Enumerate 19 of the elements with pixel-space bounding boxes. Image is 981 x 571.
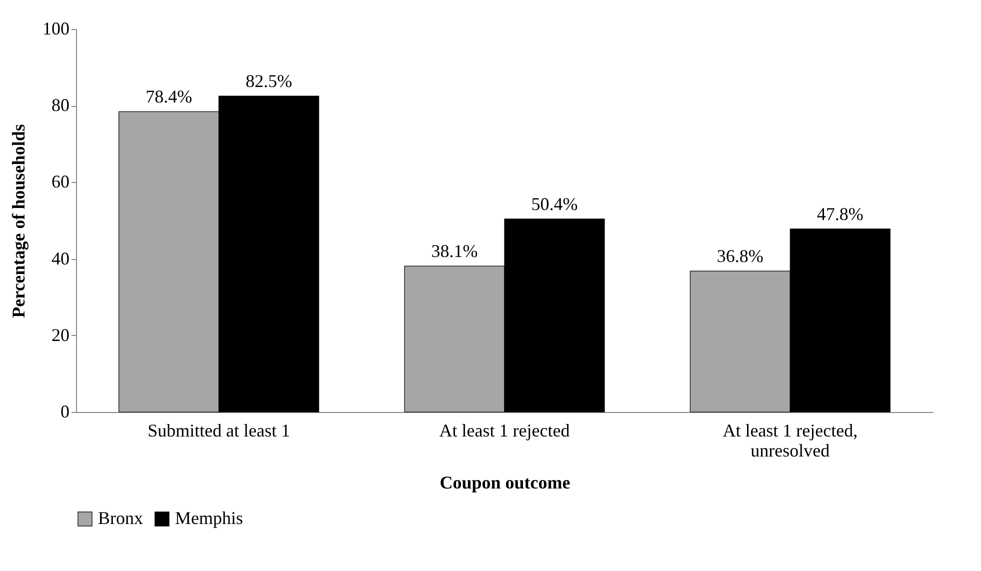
legend-label: Memphis <box>175 508 244 528</box>
y-tick-label: 100 <box>42 18 70 38</box>
data-label: 38.1% <box>431 241 478 262</box>
y-tick-label: 80 <box>52 95 70 116</box>
y-tick-label: 0 <box>60 402 70 422</box>
y-tick-label: 60 <box>52 172 70 192</box>
legend-label: Bronx <box>98 508 143 528</box>
x-tick-label: At least 1 rejected, unresolved <box>722 420 858 460</box>
x-axis-title: Coupon outcome <box>440 472 570 492</box>
data-label: 47.8% <box>816 204 864 224</box>
x-tick-label: At least 1 rejected <box>439 420 570 440</box>
data-label: 36.8% <box>716 246 764 266</box>
y-tick-label: 20 <box>52 324 70 345</box>
data-label: 82.5% <box>246 71 292 92</box>
y-axis-title: Percentage of households <box>8 124 28 318</box>
data-label: 50.4% <box>531 194 578 214</box>
x-tick-label: Submitted at least 1 <box>148 420 290 440</box>
y-tick-label: 40 <box>52 248 70 268</box>
data-label: 78.4% <box>146 86 192 107</box>
